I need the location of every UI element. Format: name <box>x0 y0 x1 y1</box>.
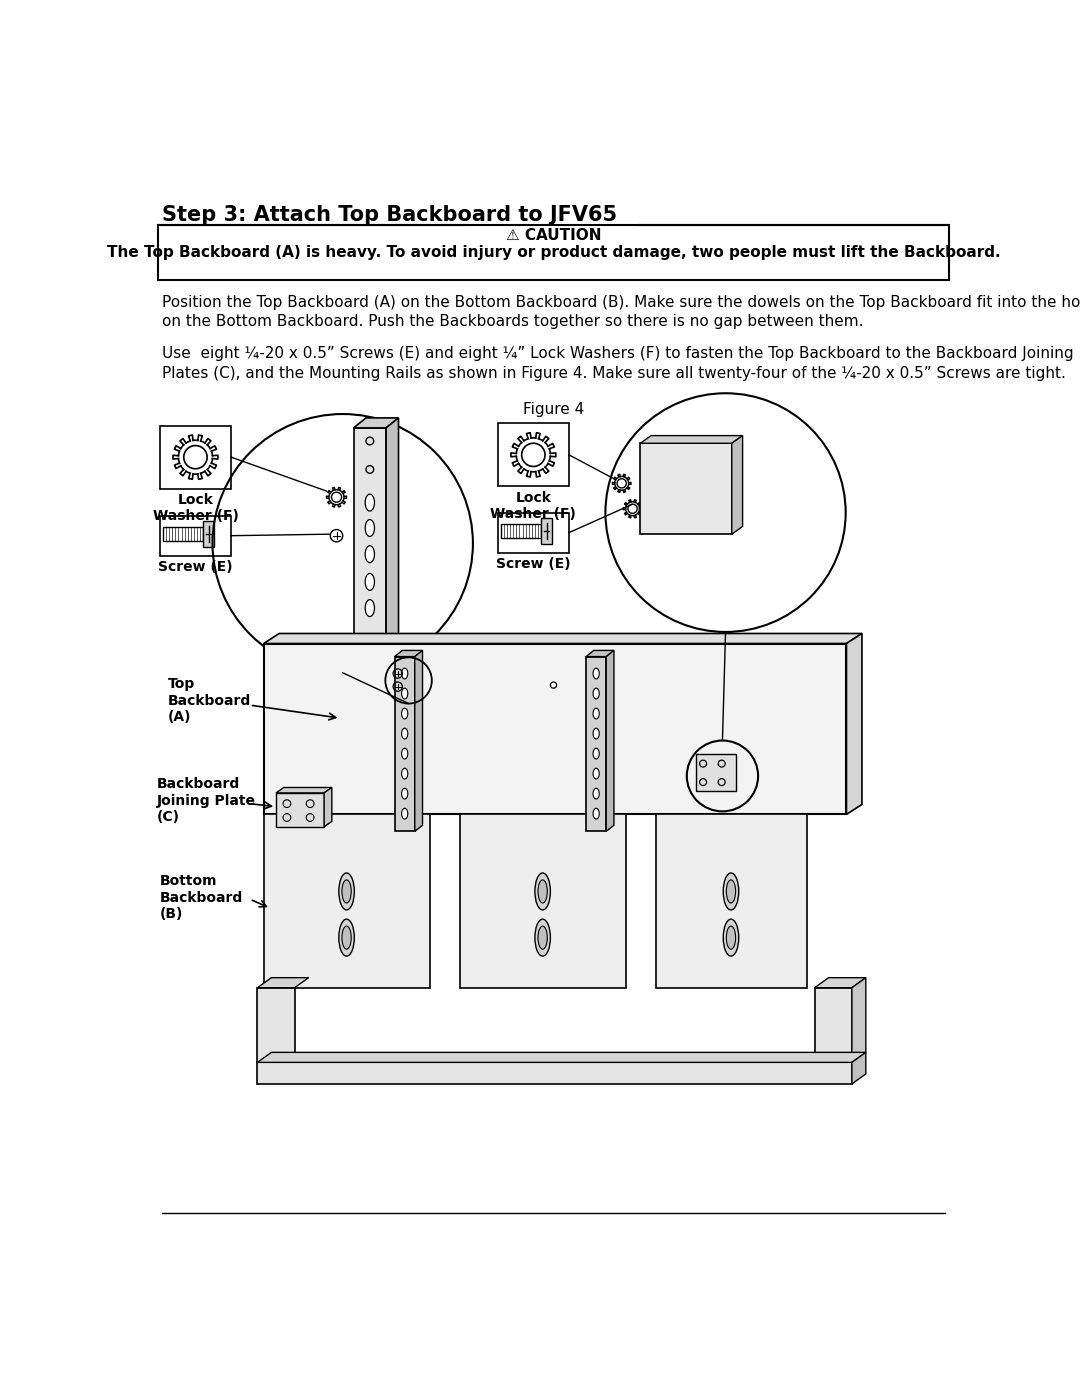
Polygon shape <box>387 418 399 647</box>
Bar <box>586 657 606 831</box>
Text: Top
Backboard
(A): Top Backboard (A) <box>167 678 251 724</box>
Bar <box>814 988 852 1062</box>
Polygon shape <box>257 1052 866 1062</box>
Ellipse shape <box>365 495 375 511</box>
Text: The Top Backboard (A) is heavy. To avoid injury or product damage, two people mu: The Top Backboard (A) is heavy. To avoid… <box>107 244 1000 260</box>
Ellipse shape <box>402 809 408 819</box>
Polygon shape <box>847 633 862 814</box>
Ellipse shape <box>402 708 408 719</box>
Polygon shape <box>852 1052 866 1084</box>
Bar <box>394 657 415 831</box>
Bar <box>264 814 430 988</box>
Text: Screw (E): Screw (E) <box>496 557 570 571</box>
Ellipse shape <box>342 926 351 949</box>
Bar <box>159 225 948 279</box>
Bar <box>276 793 324 827</box>
Polygon shape <box>257 978 309 988</box>
Polygon shape <box>276 788 332 793</box>
Ellipse shape <box>727 926 735 949</box>
Polygon shape <box>606 651 613 831</box>
Text: Position the Top Backboard (A) on the Bottom Backboard (B). Make sure the dowels: Position the Top Backboard (A) on the Bo… <box>162 295 1080 330</box>
Ellipse shape <box>342 880 351 902</box>
Ellipse shape <box>538 926 548 949</box>
Ellipse shape <box>538 880 548 902</box>
Polygon shape <box>264 633 862 644</box>
Polygon shape <box>814 978 866 988</box>
Ellipse shape <box>402 689 408 698</box>
Ellipse shape <box>365 520 375 536</box>
Ellipse shape <box>593 728 599 739</box>
Ellipse shape <box>402 749 408 759</box>
Bar <box>160 515 231 556</box>
Bar <box>257 988 295 1062</box>
Bar <box>656 814 807 988</box>
Polygon shape <box>640 436 743 443</box>
Bar <box>640 443 732 534</box>
Polygon shape <box>415 651 422 831</box>
Ellipse shape <box>365 546 375 563</box>
Ellipse shape <box>339 873 354 909</box>
Ellipse shape <box>535 919 551 956</box>
Bar <box>353 427 387 647</box>
Text: Step 3: Attach Top Backboard to JFV65: Step 3: Attach Top Backboard to JFV65 <box>162 204 618 225</box>
Bar <box>501 524 541 538</box>
Ellipse shape <box>593 809 599 819</box>
Ellipse shape <box>727 880 735 902</box>
Bar <box>498 513 569 553</box>
Ellipse shape <box>402 668 408 679</box>
Bar <box>257 1062 852 1084</box>
Text: Lock
Washer (F): Lock Washer (F) <box>490 490 577 521</box>
Ellipse shape <box>365 599 375 616</box>
Bar <box>264 644 847 814</box>
Text: Use  eight ¼-20 x 0.5” Screws (E) and eight ¼” Lock Washers (F) to fasten the To: Use eight ¼-20 x 0.5” Screws (E) and eig… <box>162 346 1074 381</box>
Polygon shape <box>586 651 613 657</box>
Bar <box>160 426 231 489</box>
Bar <box>163 527 203 542</box>
Ellipse shape <box>365 573 375 591</box>
Bar <box>697 754 737 791</box>
Bar <box>498 423 569 486</box>
Ellipse shape <box>593 788 599 799</box>
Text: Screw (E): Screw (E) <box>158 560 233 574</box>
Text: Lock
Washer (F): Lock Washer (F) <box>152 493 239 522</box>
Ellipse shape <box>339 919 354 956</box>
Bar <box>541 518 552 545</box>
Ellipse shape <box>724 919 739 956</box>
Ellipse shape <box>593 768 599 780</box>
Polygon shape <box>394 651 422 657</box>
Ellipse shape <box>593 749 599 759</box>
Polygon shape <box>353 418 399 427</box>
Bar <box>460 814 626 988</box>
Ellipse shape <box>402 728 408 739</box>
Ellipse shape <box>402 768 408 780</box>
Text: Bottom
Backboard
(B): Bottom Backboard (B) <box>160 875 243 921</box>
Polygon shape <box>732 436 743 534</box>
Text: Figure 4: Figure 4 <box>523 402 584 418</box>
Text: Backboard
Joining Plate
(C): Backboard Joining Plate (C) <box>157 778 256 824</box>
Ellipse shape <box>402 788 408 799</box>
Ellipse shape <box>535 873 551 909</box>
Bar <box>203 521 214 548</box>
Polygon shape <box>324 788 332 827</box>
Ellipse shape <box>724 873 739 909</box>
Ellipse shape <box>593 668 599 679</box>
Ellipse shape <box>593 708 599 719</box>
Ellipse shape <box>593 689 599 698</box>
Polygon shape <box>852 978 866 1062</box>
Text: ⚠ CAUTION: ⚠ CAUTION <box>505 228 602 243</box>
